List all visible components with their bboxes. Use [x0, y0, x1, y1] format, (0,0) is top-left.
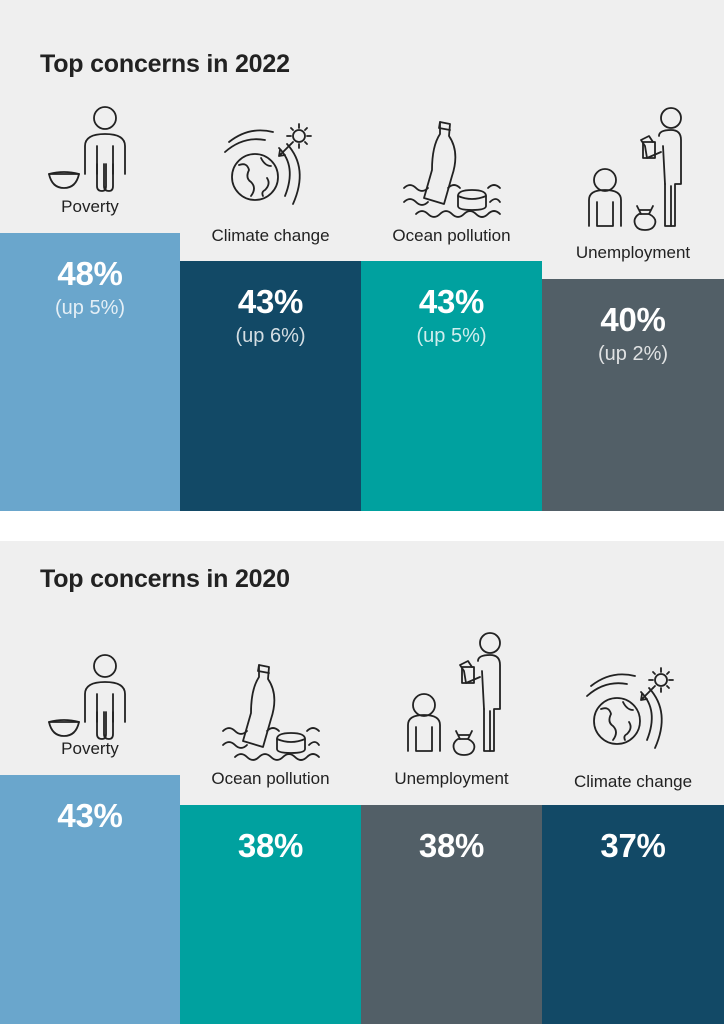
poverty-icon	[45, 104, 135, 199]
category-label: Climate change	[211, 226, 330, 245]
bar-column: Climate change 37%	[542, 541, 724, 1024]
bar-column: Climate change 43% (up 6%)	[180, 0, 361, 511]
change-label: (up 5%)	[54, 297, 126, 319]
bar-column: Unemployment 40% (up 2%)	[542, 0, 724, 511]
value-label: 40%	[600, 301, 666, 338]
value-label: 37%	[600, 827, 666, 864]
chart-2020: Top concerns in 2020 Poverty 43% Ocean po…	[0, 541, 724, 1024]
bar: 43%	[0, 775, 180, 1024]
value-label: 38%	[237, 827, 304, 864]
chart-title: Top concerns in 2020	[40, 565, 290, 593]
bar: 38%	[180, 805, 361, 1024]
chart-2022: Top concerns in 2022 Poverty 48% (up 5%) C…	[0, 0, 724, 511]
value-label: 43%	[418, 283, 485, 320]
category-label: Poverty	[61, 739, 119, 758]
bar: 40% (up 2%)	[542, 279, 724, 511]
bar-column: Poverty 48% (up 5%)	[0, 0, 180, 511]
category-label: Climate change	[573, 772, 693, 791]
change-label: (up 5%)	[416, 325, 487, 347]
change-label: (up 6%)	[235, 325, 306, 347]
category-label: Poverty	[61, 197, 119, 216]
ocean-pollution-icon	[221, 661, 321, 761]
bar: 43% (up 5%)	[361, 261, 542, 511]
unemployment-icon	[402, 631, 502, 756]
category-label: Ocean pollution	[392, 226, 511, 245]
bar-column: Ocean pollution 38%	[180, 541, 361, 1024]
bar: 38%	[361, 805, 542, 1024]
bar: 37%	[542, 805, 724, 1024]
category-label: Ocean pollution	[211, 769, 330, 788]
bar-column: Ocean pollution 43% (up 5%)	[361, 0, 542, 511]
value-label: 48%	[57, 255, 123, 292]
chart-title: Top concerns in 2022	[40, 50, 290, 78]
value-label: 43%	[57, 797, 123, 834]
bar-column: Unemployment 38%	[361, 541, 542, 1024]
value-label: 43%	[237, 283, 304, 320]
unemployment-icon	[583, 106, 683, 231]
change-label: (up 2%)	[597, 343, 669, 365]
bar-column: Poverty 43%	[0, 541, 180, 1024]
value-label: 38%	[418, 827, 485, 864]
category-label: Unemployment	[575, 243, 691, 262]
climate-change-icon	[221, 122, 321, 217]
bar: 48% (up 5%)	[0, 233, 180, 511]
bar: 43% (up 6%)	[180, 261, 361, 511]
poverty-icon	[45, 652, 135, 747]
climate-change-icon	[583, 666, 683, 761]
ocean-pollution-icon	[402, 118, 502, 218]
category-label: Unemployment	[394, 769, 509, 788]
